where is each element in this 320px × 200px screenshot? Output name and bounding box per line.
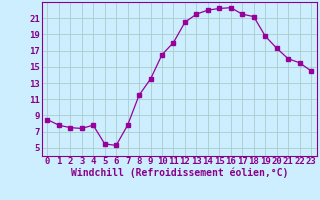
X-axis label: Windchill (Refroidissement éolien,°C): Windchill (Refroidissement éolien,°C) [70, 168, 288, 178]
